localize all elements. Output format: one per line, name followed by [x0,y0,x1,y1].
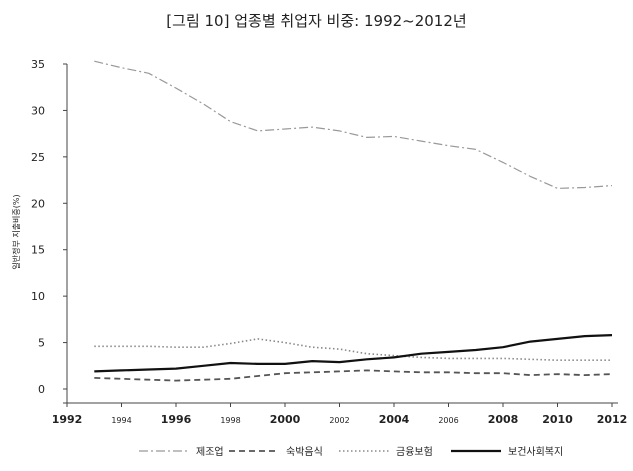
y-tick-label: 25 [31,151,45,164]
series-line-2 [94,369,613,382]
y-tick-label: 5 [38,337,45,350]
series-layer [94,60,613,382]
y-axis-label: 일반정부 지출비중(%) [11,194,21,269]
x-tick-label: 2006 [438,416,458,425]
x-tick-label: 2010 [542,413,573,426]
y-tick-label: 15 [31,244,45,257]
axes: 0 5 10 15 20 25 30 35 1992 1994 1996 1998 2000 2002 20… [31,58,627,426]
x-tick-label: 1994 [111,416,131,425]
x-tick-label: 2000 [270,413,301,426]
series-line-3 [94,338,612,362]
x-tick-label: 1998 [220,416,240,425]
legend-label-1: 제조업 [196,445,224,458]
x-tick-label: 2012 [597,413,628,426]
series-line-4 [94,334,613,373]
chart-title: [그림 10] 업종별 취업자 비중: 1992~2012년 [166,12,467,30]
x-tick-label: 2004 [379,413,410,426]
legend-label-3: 금융보험 [396,446,433,458]
y-tick-label: 35 [31,58,45,71]
legend-label-4: 보건사회복지 [508,446,563,458]
x-tick-label: 1992 [52,413,83,426]
legend-label-2: 숙박음식 [286,446,323,458]
series-line-1 [94,60,613,189]
legend: 제조업 숙박음식 금융보험 보건사회복지 [139,445,563,458]
x-tick-label: 1996 [161,413,192,426]
x-tick-label: 2002 [329,416,349,425]
y-tick-label: 0 [38,383,45,396]
y-tick-label: 10 [31,290,45,303]
y-tick-label: 20 [31,197,45,210]
x-tick-label: 2008 [488,413,519,426]
y-tick-label: 30 [31,104,45,117]
